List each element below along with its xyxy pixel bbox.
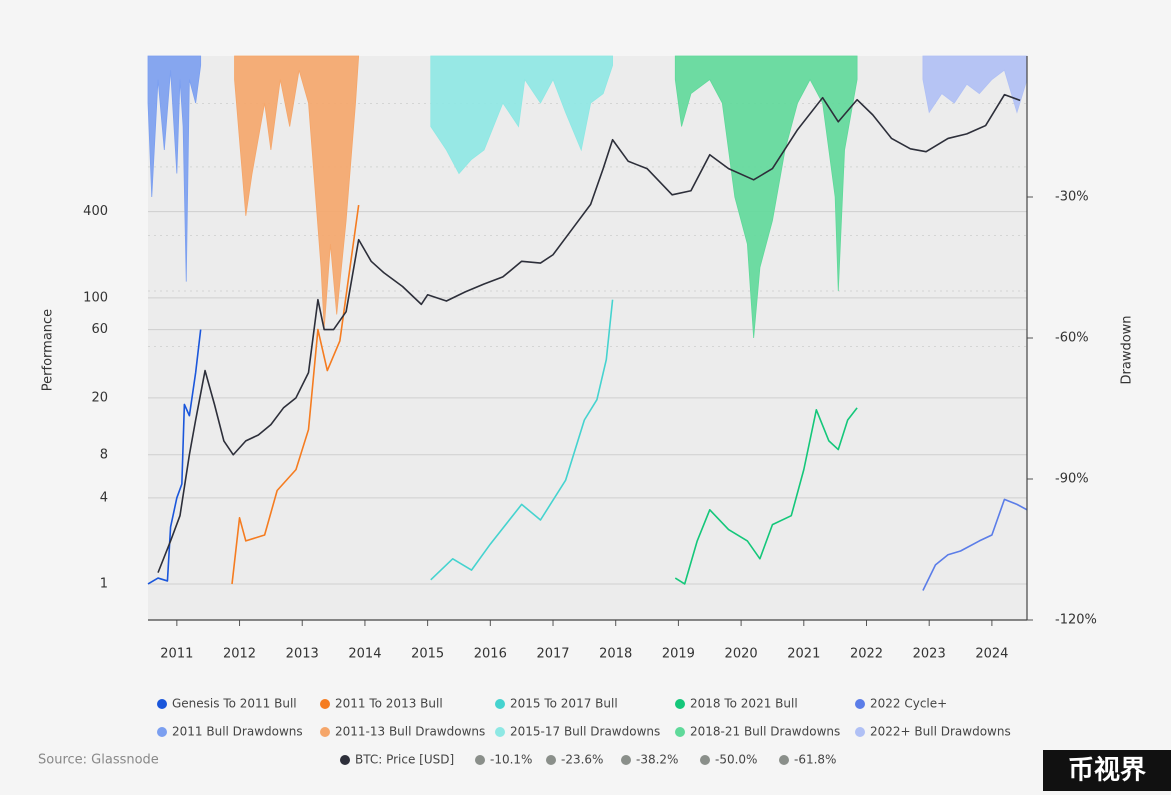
legend-label: -61.8% <box>794 753 836 767</box>
y-axis-label: Performance <box>41 309 56 391</box>
legend-marker <box>495 699 505 709</box>
x-tick-label: 2015 <box>411 647 444 662</box>
y-tick-label: 60 <box>91 322 108 337</box>
watermark: 币视界 <box>1068 756 1146 786</box>
legend-marker <box>855 727 865 737</box>
legend-marker <box>675 727 685 737</box>
x-tick-label: 2021 <box>787 647 820 662</box>
legend-marker <box>855 699 865 709</box>
plot-area <box>148 56 1027 620</box>
series-line <box>231 204 360 585</box>
x-tick-label: 2018 <box>599 647 632 662</box>
legend-label: 2022 Cycle+ <box>870 697 947 711</box>
series-line <box>147 329 202 585</box>
x-tick-label: 2023 <box>913 647 946 662</box>
legend-label: -50.0% <box>715 753 757 767</box>
x-tick-label: 2014 <box>348 647 381 662</box>
legend-marker <box>157 699 167 709</box>
legend-label: 2015 To 2017 Bull <box>510 697 618 711</box>
series-line <box>157 93 1021 573</box>
x-tick-label: 2011 <box>160 647 193 662</box>
legend-label: 2022+ Bull Drawdowns <box>870 725 1011 739</box>
legend-marker <box>779 755 789 765</box>
x-tick-label: 2013 <box>286 647 319 662</box>
legend-label: 2018 To 2021 Bull <box>690 697 798 711</box>
legend-marker <box>340 755 350 765</box>
legend-label: -38.2% <box>636 753 678 767</box>
y-tick-label: 400 <box>83 204 108 219</box>
drawdown-area <box>147 55 202 282</box>
series-line <box>430 299 614 581</box>
legend-label: -10.1% <box>490 753 532 767</box>
legend-label: BTC: Price [USD] <box>355 753 454 767</box>
legend-marker <box>475 755 485 765</box>
legend-label: Genesis To 2011 Bull <box>172 697 297 711</box>
legend-marker <box>157 727 167 737</box>
legend: Genesis To 2011 Bull 2011 To 2013 Bull 201… <box>157 697 1011 767</box>
drawdown-area <box>234 55 360 329</box>
drawdown-area <box>430 55 613 175</box>
y2-tick-label: -120% <box>1055 613 1097 628</box>
y-tick-label: 1 <box>100 576 108 591</box>
y2-tick-label: -60% <box>1055 331 1089 346</box>
x-tick-label: 2012 <box>223 647 256 662</box>
legend-label: 2018-21 Bull Drawdowns <box>690 725 840 739</box>
y-tick-label: 100 <box>83 290 108 305</box>
watermark-box: 币视界 <box>1043 750 1171 791</box>
y-tick-label: 4 <box>100 490 108 505</box>
x-tick-label: 2019 <box>662 647 695 662</box>
y-tick-label: 20 <box>91 390 108 405</box>
legend-marker <box>675 699 685 709</box>
x-tick-label: 2016 <box>474 647 507 662</box>
y-tick-label: 8 <box>100 447 108 462</box>
x-tick-label: 2020 <box>725 647 758 662</box>
series-line <box>922 498 1028 591</box>
legend-label: -23.6% <box>561 753 603 767</box>
y2-tick-label: -90% <box>1055 472 1089 487</box>
y2-tick-label: -30% <box>1055 190 1089 205</box>
drawdown-area <box>674 55 858 339</box>
x-tick-label: 2024 <box>975 647 1008 662</box>
legend-label: 2011-13 Bull Drawdowns <box>335 725 485 739</box>
legend-marker <box>621 755 631 765</box>
y2-axis-label: Drawdown <box>1120 315 1135 384</box>
legend-marker <box>495 727 505 737</box>
legend-label: 2015-17 Bull Drawdowns <box>510 725 660 739</box>
legend-label: 2011 Bull Drawdowns <box>172 725 303 739</box>
legend-marker <box>320 727 330 737</box>
legend-label: 2011 To 2013 Bull <box>335 697 443 711</box>
legend-marker <box>546 755 556 765</box>
x-tick-label: 2022 <box>850 647 883 662</box>
legend-marker <box>700 755 710 765</box>
x-tick-label: 2017 <box>536 647 569 662</box>
watermark-bg <box>1043 750 1171 791</box>
source: Source: Glassnode <box>38 753 159 768</box>
legend-marker <box>320 699 330 709</box>
series-line <box>674 407 858 585</box>
